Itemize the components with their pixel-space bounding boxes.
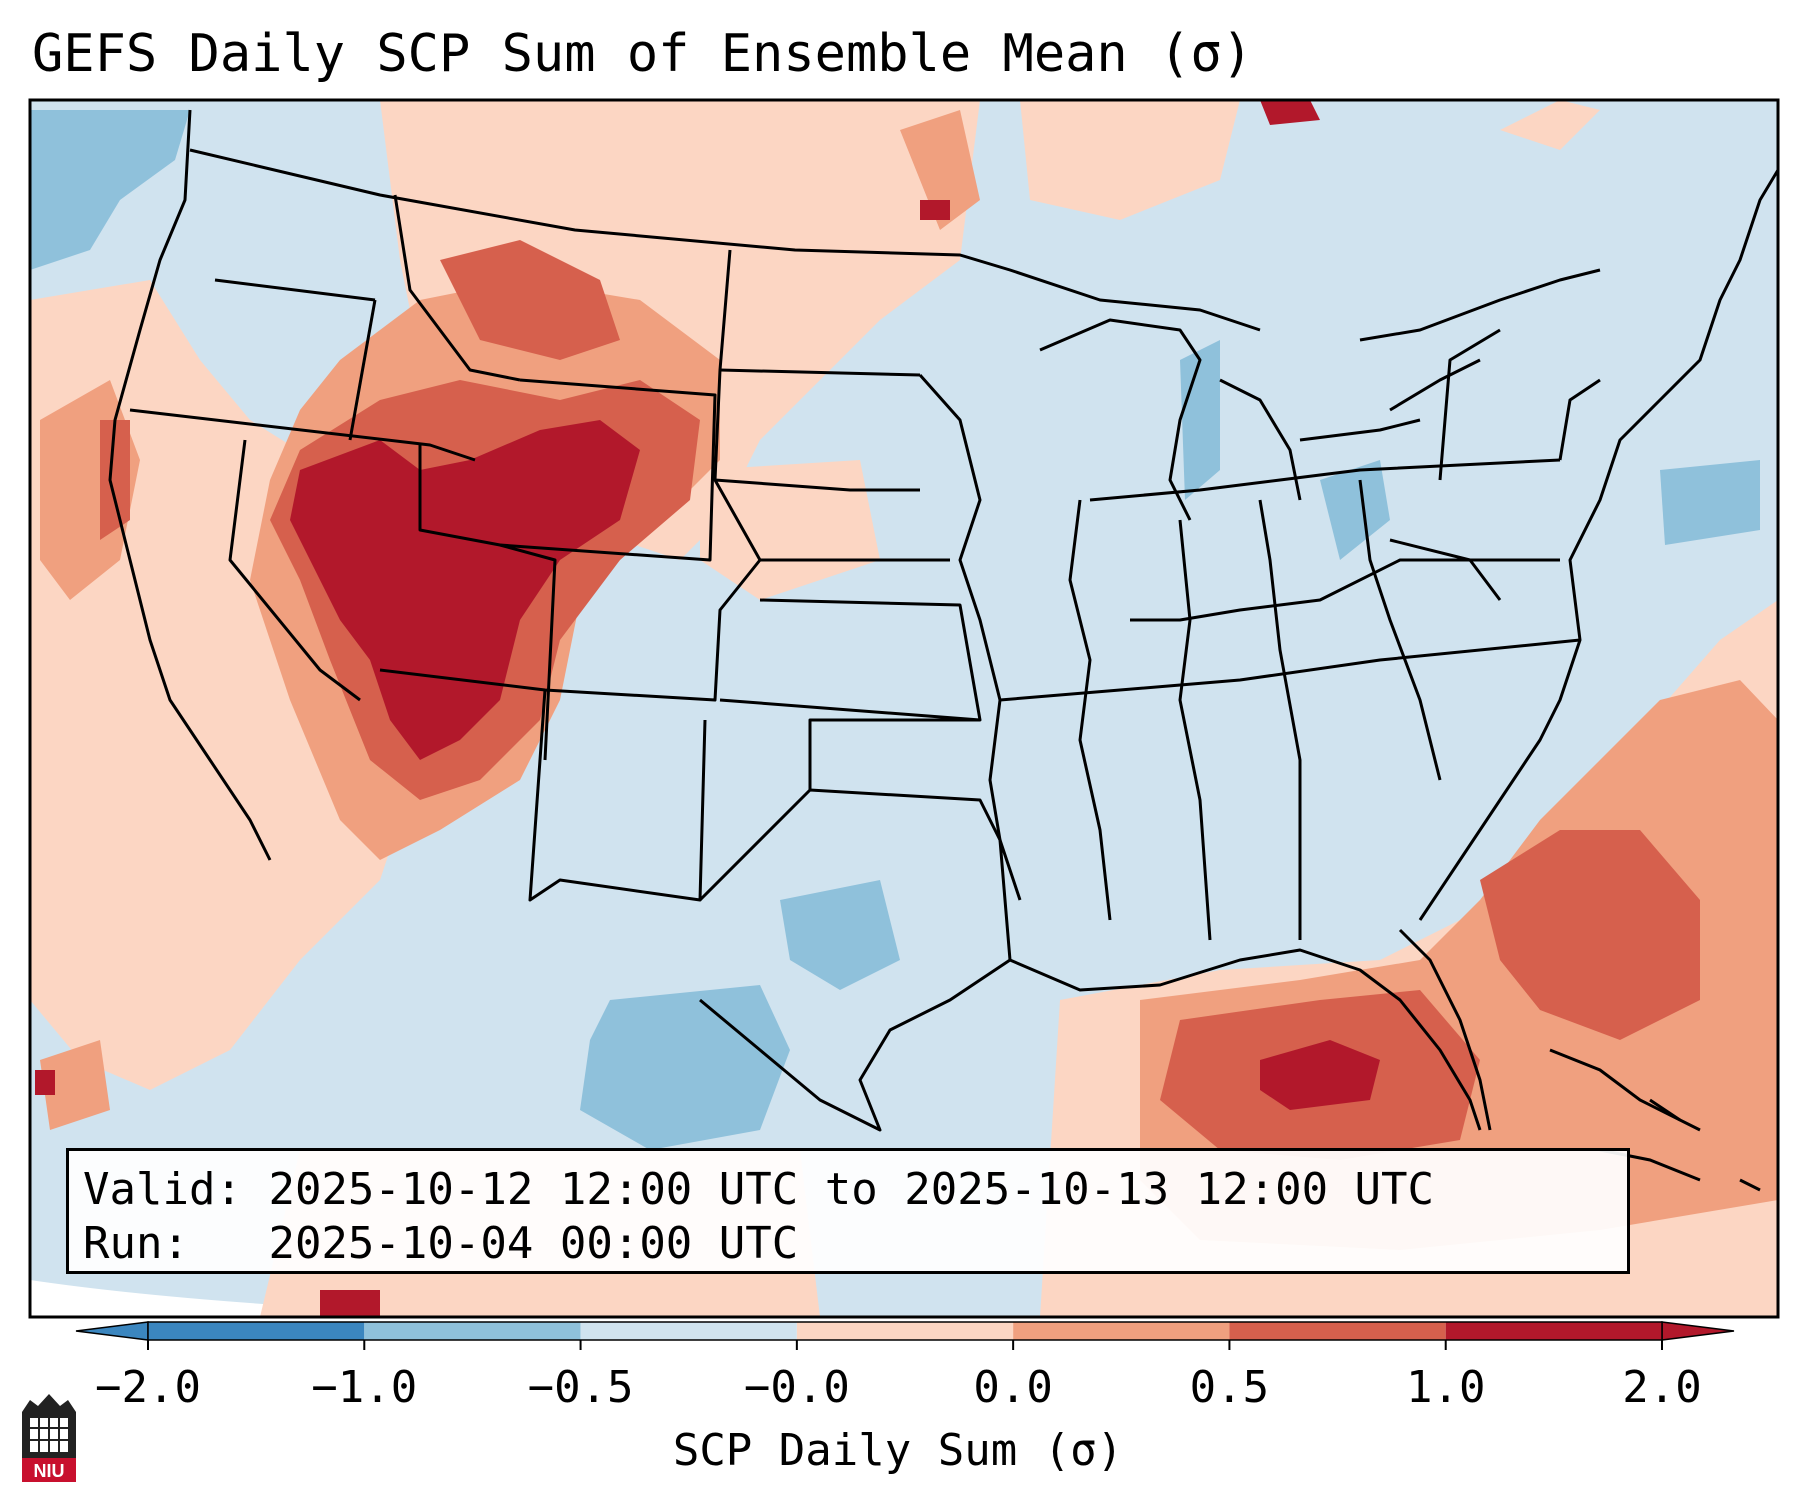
colorbar-tick-label: −0.5 — [527, 1362, 634, 1413]
colorbar-segment-3 — [796, 1322, 1014, 1340]
colorbar-tick-label: −2.0 — [95, 1362, 201, 1413]
state-boundaries — [108, 109, 1778, 1132]
colorbar-tick-label: −1.0 — [311, 1362, 418, 1413]
run-line: Run: 2025-10-04 00:00 UTC — [83, 1217, 1613, 1271]
colorbar-segment-0 — [148, 1322, 365, 1340]
colorbar-segment-1 — [364, 1322, 581, 1340]
colorbar-segment-6 — [1445, 1322, 1662, 1340]
colorbar-tick-label: 0.5 — [1189, 1362, 1270, 1413]
colorbar-extend-low — [75, 1321, 149, 1341]
colorbar-tick-label: −0.0 — [743, 1362, 850, 1413]
colorbar-frame — [147, 1321, 1663, 1341]
run-value: 2025-10-04 00:00 UTC — [268, 1218, 799, 1269]
colorbar-segment-4 — [1013, 1322, 1230, 1340]
logo-text: NIU — [34, 1461, 65, 1481]
map-frame — [28, 98, 1780, 1319]
colorbar-label: SCP Daily Sum (σ) — [672, 1425, 1124, 1476]
valid-run-info-box: Valid: 2025-10-12 12:00 UTC to 2025-10-1… — [66, 1148, 1630, 1274]
colorbar-segment-5 — [1229, 1322, 1446, 1340]
extreme-positive-anomaly-layer — [35, 100, 1380, 1317]
colorbar-tick-label: 1.0 — [1405, 1362, 1486, 1413]
colorbar-tick-label: 2.0 — [1622, 1362, 1702, 1413]
valid-line: Valid: 2025-10-12 12:00 UTC to 2025-10-1… — [83, 1163, 1613, 1217]
negative-anomaly-layer — [30, 110, 1760, 1150]
colorbar-segment-2 — [580, 1322, 797, 1340]
niu-logo: NIU — [22, 1394, 76, 1482]
run-label: Run: — [83, 1218, 189, 1269]
chart-title: GEFS Daily SCP Sum of Ensemble Mean (σ) — [32, 24, 1253, 84]
valid-value: 2025-10-12 12:00 UTC to 2025-10-13 12:00… — [268, 1164, 1435, 1215]
colorbar-extend-high — [1661, 1321, 1735, 1341]
valid-label: Valid: — [83, 1164, 242, 1215]
colorbar-tick-label: 0.0 — [973, 1362, 1053, 1413]
